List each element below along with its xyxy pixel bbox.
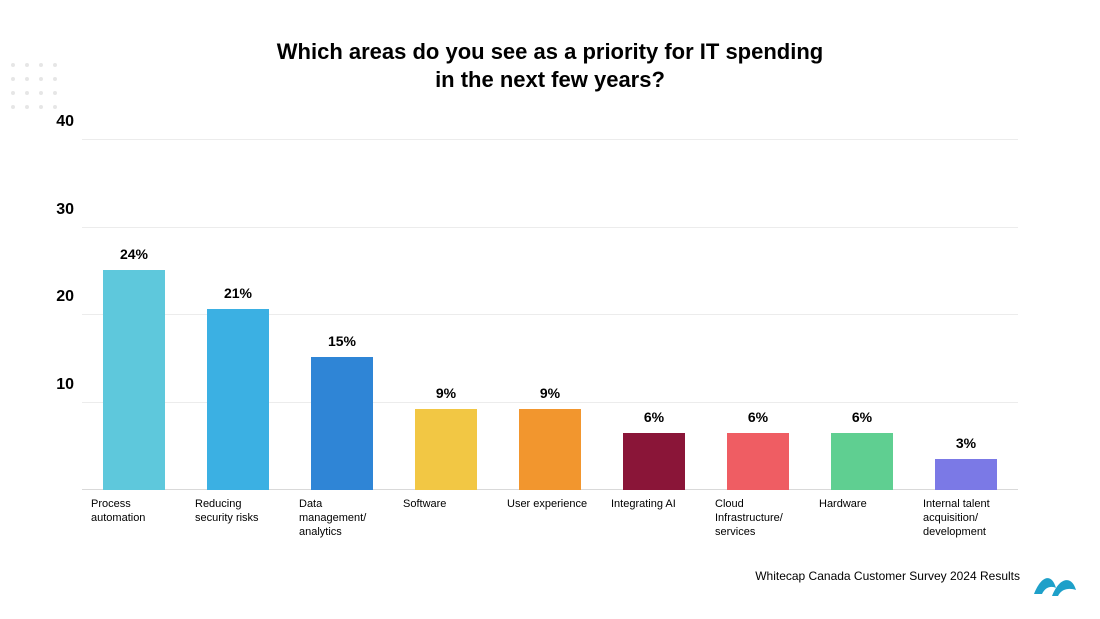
bar-slot: 3%Internal talent acquisition/ developme… [914, 140, 1018, 490]
bar-value-label: 6% [852, 409, 872, 425]
bar-value-label: 24% [120, 246, 148, 262]
bar-slot: 24%Process automation [82, 140, 186, 490]
bar [935, 459, 997, 490]
bar-slot: 9%User experience [498, 140, 602, 490]
chart-title-line1: Which areas do you see as a priority for… [277, 39, 823, 64]
bar [623, 433, 685, 490]
y-axis-tick-label: 20 [40, 288, 74, 306]
bar-value-label: 3% [956, 435, 976, 451]
y-axis-tick-label: 40 [40, 113, 74, 131]
category-label: Hardware [819, 490, 905, 512]
bar-chart: 1020304024%Process automation21%Reducing… [82, 140, 1018, 490]
y-axis-tick-label: 10 [40, 376, 74, 394]
bar [311, 357, 373, 490]
whitecap-logo-icon [1028, 568, 1088, 609]
source-note: Whitecap Canada Customer Survey 2024 Res… [755, 569, 1020, 583]
bar-slot: 6%Cloud Infrastructure/ services [706, 140, 810, 490]
bar [207, 309, 269, 490]
bar-value-label: 6% [748, 409, 768, 425]
category-label: Internal talent acquisition/ development [923, 490, 1009, 539]
bar-value-label: 6% [644, 409, 664, 425]
chart-title-line2: in the next few years? [435, 67, 665, 92]
bar [831, 433, 893, 490]
bar [519, 409, 581, 490]
bar-slot: 6%Hardware [810, 140, 914, 490]
bar-value-label: 21% [224, 285, 252, 301]
bar [727, 433, 789, 490]
category-label: Reducing security risks [195, 490, 281, 526]
y-axis-tick-label: 30 [40, 201, 74, 219]
bar [103, 270, 165, 491]
bar-slot: 6%Integrating AI [602, 140, 706, 490]
bar [415, 409, 477, 490]
bar-value-label: 9% [436, 385, 456, 401]
bar-value-label: 15% [328, 333, 356, 349]
bar-value-label: 9% [540, 385, 560, 401]
bar-slot: 21%Reducing security risks [186, 140, 290, 490]
chart-title: Which areas do you see as a priority for… [0, 38, 1100, 93]
bar-slot: 9%Software [394, 140, 498, 490]
category-label: Process automation [91, 490, 177, 526]
category-label: Integrating AI [611, 490, 697, 512]
category-label: Cloud Infrastructure/ services [715, 490, 801, 539]
category-label: Software [403, 490, 489, 512]
bar-slot: 15%Data management/ analytics [290, 140, 394, 490]
category-label: Data management/ analytics [299, 490, 385, 539]
category-label: User experience [507, 490, 593, 512]
